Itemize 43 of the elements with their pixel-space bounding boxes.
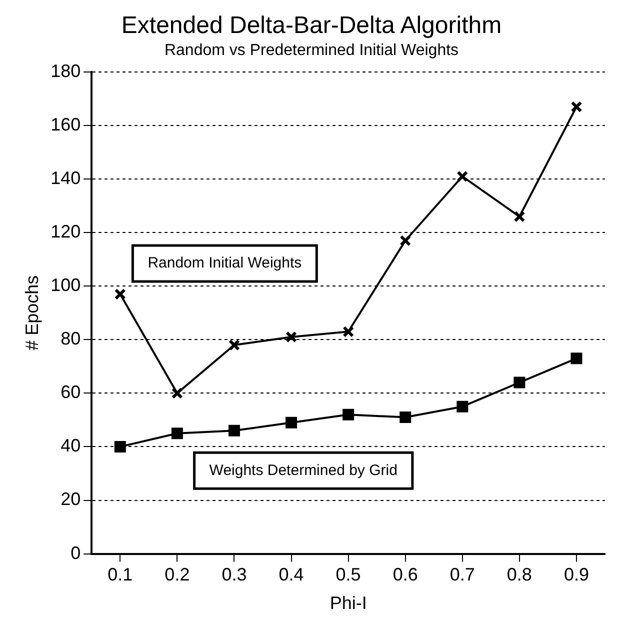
point bbox=[286, 331, 298, 343]
y-axis-title: # Epochs bbox=[22, 275, 42, 350]
point bbox=[286, 416, 298, 428]
point bbox=[456, 400, 468, 412]
point bbox=[514, 210, 526, 222]
x-axis-title: Phi-I bbox=[330, 593, 367, 614]
y-tick-label: 100 bbox=[50, 275, 81, 296]
y-tick-label: 160 bbox=[50, 114, 81, 134]
point bbox=[570, 352, 582, 364]
y-tick-label: 120 bbox=[50, 222, 81, 242]
x-tick-label: 0.1 bbox=[108, 564, 133, 585]
x-tick-label: 0.2 bbox=[164, 564, 190, 585]
x-tick-label: 0.4 bbox=[278, 564, 304, 585]
point bbox=[342, 326, 354, 338]
y-tick-label: 60 bbox=[60, 382, 81, 402]
series-label: Random Initial Weights bbox=[148, 254, 302, 272]
x-tick-label: 0.5 bbox=[336, 564, 361, 585]
point bbox=[400, 234, 412, 246]
point bbox=[228, 339, 240, 351]
y-tick-label: 0 bbox=[70, 542, 81, 563]
point bbox=[342, 408, 354, 420]
y-tick-label: 40 bbox=[60, 436, 81, 456]
point bbox=[570, 101, 582, 113]
point bbox=[228, 424, 240, 436]
point bbox=[400, 412, 412, 424]
series-label: Weights Determined by Grid bbox=[209, 462, 398, 479]
x-tick-label: 0.6 bbox=[392, 564, 418, 585]
chart-title: Extended Delta-Bar-Delta Algorithm bbox=[121, 12, 502, 40]
point bbox=[114, 440, 126, 452]
x-tick-label: 0.3 bbox=[222, 564, 247, 585]
y-tick-label: 20 bbox=[60, 489, 81, 510]
point bbox=[171, 387, 183, 399]
x-tick-label: 0.8 bbox=[506, 564, 532, 585]
x-tick-label: 0.7 bbox=[450, 564, 475, 585]
point bbox=[171, 428, 183, 440]
point bbox=[456, 170, 468, 182]
x-tick-label: 0.9 bbox=[564, 564, 589, 585]
chart-subtitle: Random vs Predetermined Initial Weights bbox=[164, 42, 459, 59]
point bbox=[114, 288, 126, 300]
y-tick-label: 180 bbox=[50, 60, 81, 81]
point bbox=[514, 376, 526, 388]
y-tick-label: 140 bbox=[50, 168, 81, 188]
y-tick-label: 80 bbox=[60, 328, 81, 349]
